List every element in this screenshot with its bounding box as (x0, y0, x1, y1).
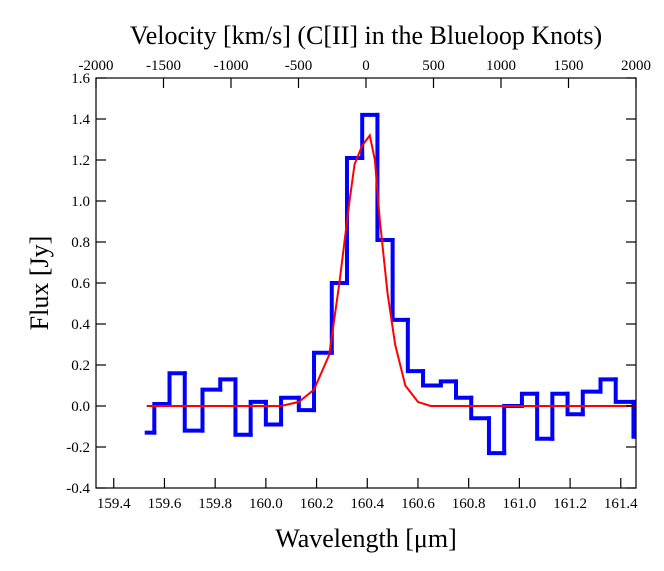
x2-tick-label: -1500 (146, 58, 181, 74)
x-tick-label: 160.0 (249, 496, 283, 512)
y-axis-label: Flux [Jy] (25, 236, 54, 331)
step-bin (248, 399, 268, 437)
step-bin (390, 237, 410, 322)
x2-tick-label: 1000 (486, 58, 516, 74)
step-bin (535, 391, 555, 441)
y-tick-label: 1.6 (71, 71, 90, 87)
step-bin (454, 379, 474, 400)
step-bin (405, 317, 426, 374)
y-tick-label: 0.4 (71, 317, 90, 333)
step-bin (312, 350, 334, 413)
x-tick-label: 161.2 (553, 496, 587, 512)
x2-tick-label: 0 (362, 58, 370, 74)
y-tick-label: 1.4 (71, 112, 90, 128)
step-bin (200, 387, 223, 433)
step-bin (263, 399, 284, 427)
step-bin (152, 401, 172, 435)
step-bin (233, 377, 253, 437)
y-tick-label: 1.2 (71, 153, 90, 169)
step-bin (469, 395, 491, 421)
step-bin (486, 416, 507, 456)
step-bin (167, 371, 187, 406)
x2-tick-label: 1500 (554, 58, 584, 74)
x-tick-label: 160.2 (300, 496, 334, 512)
x-tick-label: 159.8 (198, 496, 232, 512)
step-bin (421, 369, 443, 388)
step-bin (438, 379, 458, 388)
step-bin (565, 391, 585, 417)
x-tick-label: 160.8 (452, 496, 486, 512)
axes: -0.4 -0.2 0.0 0.2 0.4 0.6 0.8 1.0 1.2 1.4 1.6 159.4… (66, 58, 651, 512)
x2-tick-label: -2000 (79, 58, 114, 74)
y-tick-label: 1.0 (71, 194, 90, 210)
y-tick-label: -0.2 (66, 440, 90, 456)
step-bin (631, 399, 636, 439)
step-bin (218, 377, 238, 392)
plot-frame (95, 77, 637, 489)
x-tick-label: 160.6 (401, 496, 435, 512)
x2-tick-label: -1000 (214, 58, 249, 74)
step-bin (329, 281, 349, 355)
x-tick-label: 160.4 (350, 496, 384, 512)
step-bin (598, 377, 618, 394)
x2-tick-label: -500 (285, 58, 313, 74)
x2-tick-label: 2000 (621, 58, 651, 74)
y-tick-label: 0.6 (71, 276, 90, 292)
y-tick-label: 0.0 (71, 399, 90, 415)
step-bin (613, 377, 636, 404)
x-tick-label: 161.4 (604, 496, 638, 512)
x2-tick-label: 500 (422, 58, 445, 74)
step-bin (375, 112, 395, 242)
x-tick-label: 161.0 (503, 496, 537, 512)
step-bin (279, 395, 301, 427)
y-tick-label: 0.8 (71, 235, 90, 251)
step-bin (360, 112, 380, 160)
step-bin (182, 371, 205, 433)
chart-title: Velocity [km/s] (C[II] in the Blueloop K… (130, 21, 602, 50)
y-tick-label: 0.2 (71, 358, 90, 374)
step-bin (519, 391, 540, 408)
model-line (146, 133, 636, 407)
x-tick-label: 159.6 (148, 496, 182, 512)
x-axis-label: Wavelength [μm] (275, 524, 457, 553)
plot-area (144, 112, 636, 456)
y-tick-label: -0.4 (66, 481, 90, 497)
step-bin (550, 391, 570, 441)
x-tick-label: 159.4 (97, 496, 131, 512)
